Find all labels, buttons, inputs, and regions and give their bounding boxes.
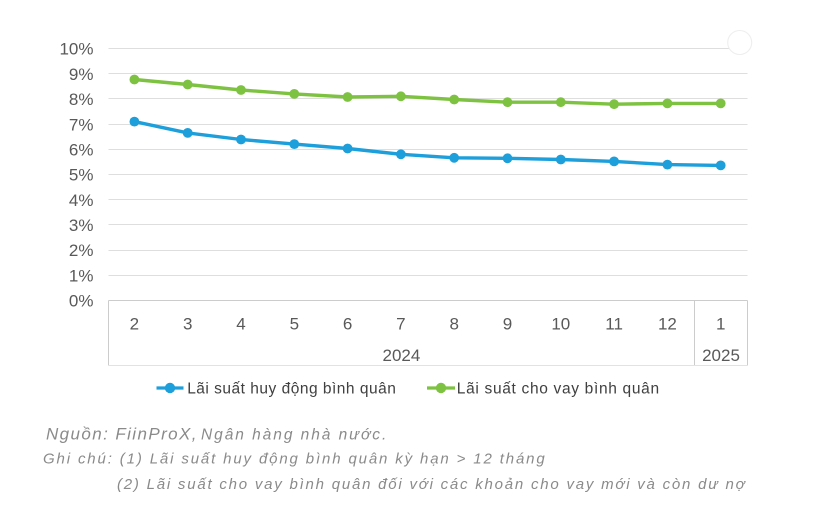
svg-text:8%: 8% [69, 90, 94, 109]
svg-text:11: 11 [605, 315, 623, 334]
svg-text:Lãi suất cho vay bình quân: Lãi suất cho vay bình quân [457, 381, 660, 398]
svg-text:2024: 2024 [382, 346, 420, 365]
svg-text:1: 1 [716, 315, 725, 334]
svg-text:Ghi chú: (1) Lãi suất huy động: Ghi chú: (1) Lãi suất huy động bình quân… [43, 451, 547, 468]
svg-text:12: 12 [658, 315, 677, 334]
svg-text:6%: 6% [69, 141, 94, 160]
svg-text:1%: 1% [69, 266, 94, 285]
svg-text:5%: 5% [69, 166, 94, 185]
svg-text:2%: 2% [69, 241, 94, 260]
svg-text:Nguồn: FiinProX,: Nguồn: FiinProX, [46, 425, 198, 444]
svg-text:6: 6 [343, 315, 352, 334]
svg-text:3: 3 [183, 315, 192, 334]
svg-text:7: 7 [396, 315, 405, 334]
svg-text:7%: 7% [69, 115, 94, 134]
svg-text:2: 2 [130, 315, 139, 334]
svg-text:2025: 2025 [702, 346, 740, 365]
svg-text:10: 10 [551, 315, 570, 334]
svg-text:Lãi suất huy động bình quân: Lãi suất huy động bình quân [187, 381, 396, 398]
svg-text:9%: 9% [69, 65, 94, 84]
svg-text:5: 5 [290, 315, 299, 334]
svg-text:4: 4 [236, 315, 245, 334]
svg-text:(2) Lãi suất cho vay bình quân: (2) Lãi suất cho vay bình quân đối với c… [117, 476, 747, 493]
svg-text:0%: 0% [69, 292, 94, 311]
svg-text:4%: 4% [69, 191, 94, 210]
svg-text:9: 9 [503, 315, 512, 334]
svg-text:Ngân hàng nhà nước.: Ngân hàng nhà nước. [201, 427, 388, 444]
svg-text:10%: 10% [59, 40, 93, 59]
svg-text:3%: 3% [69, 216, 94, 235]
svg-text:8: 8 [449, 315, 458, 334]
